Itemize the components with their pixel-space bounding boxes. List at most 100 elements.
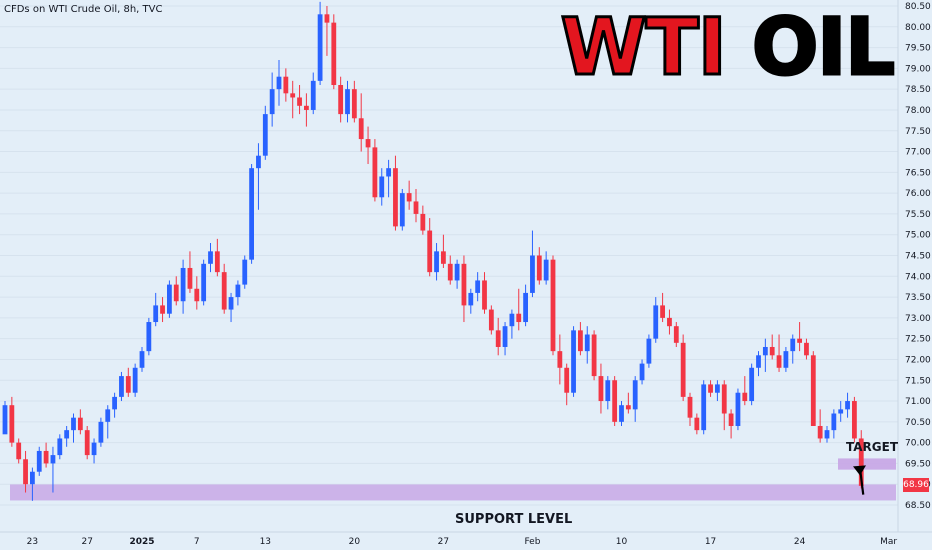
time-tick-label: 24 xyxy=(794,537,806,547)
candle-body xyxy=(160,305,165,314)
candle-body xyxy=(804,342,809,356)
candle-body xyxy=(591,334,597,377)
last-price-tag: 68.96 xyxy=(903,478,929,492)
candle-body xyxy=(578,330,583,352)
candle-body xyxy=(831,413,837,431)
candle-body xyxy=(845,401,850,410)
candle-body xyxy=(324,14,330,23)
candle-body xyxy=(180,267,186,302)
candle-body xyxy=(639,363,645,381)
candle-body xyxy=(119,376,124,397)
candle-body xyxy=(715,384,720,393)
price-tick-label: 80.50 xyxy=(905,2,931,12)
candle-body xyxy=(756,355,761,368)
candle-body xyxy=(557,351,563,368)
candle-body xyxy=(858,438,864,486)
candle-body xyxy=(399,193,405,227)
candle-body xyxy=(852,401,857,439)
candle-body xyxy=(16,442,22,460)
candle-body xyxy=(735,392,741,426)
candle-body xyxy=(249,168,254,260)
price-tick-label: 69.50 xyxy=(905,459,931,469)
candle-body xyxy=(304,105,309,110)
candle-body xyxy=(228,297,234,310)
price-tick-label: 76.00 xyxy=(905,189,931,199)
candle-body xyxy=(838,409,844,414)
candle-body xyxy=(112,396,117,410)
candle-body xyxy=(372,147,378,198)
time-tick-label: 23 xyxy=(27,537,38,547)
price-tick-label: 68.50 xyxy=(905,501,931,511)
grid xyxy=(0,0,932,533)
candle-body xyxy=(310,80,316,110)
candle-body xyxy=(351,89,357,119)
candle-body xyxy=(98,421,104,443)
price-tick-label: 77.00 xyxy=(905,148,931,158)
candle-body xyxy=(71,417,76,431)
candle-body xyxy=(105,409,111,422)
candle-body xyxy=(201,263,207,302)
candle-body xyxy=(571,330,576,393)
price-tick-label: 80.00 xyxy=(905,23,931,33)
candle-body xyxy=(769,346,775,356)
candle-body xyxy=(23,459,28,485)
candle-body xyxy=(482,280,487,310)
price-axis[interactable]: 68.5069.0069.5070.0070.5071.0071.5072.00… xyxy=(905,2,931,511)
time-tick-label: 10 xyxy=(616,537,628,547)
candle-body xyxy=(495,330,501,347)
price-tick-label: 71.50 xyxy=(905,376,931,386)
price-tick-label: 78.00 xyxy=(905,106,931,116)
candle-body xyxy=(146,322,152,352)
candle-body xyxy=(194,288,200,302)
candle-body xyxy=(406,193,412,202)
zones xyxy=(10,458,896,501)
candle-body xyxy=(393,168,398,227)
candle-body xyxy=(783,351,789,368)
candle-body xyxy=(742,392,748,402)
candle-body xyxy=(235,284,241,298)
candle-body xyxy=(91,442,97,456)
time-tick-label: 13 xyxy=(260,537,271,547)
candle-body xyxy=(297,97,302,106)
candle-body xyxy=(468,292,474,306)
candle-body xyxy=(379,176,385,198)
candle-body xyxy=(262,114,268,156)
candle-body xyxy=(680,342,686,397)
candle-body xyxy=(269,89,275,115)
candle-body xyxy=(687,396,693,418)
time-tick-label: 27 xyxy=(81,537,92,547)
candle-body xyxy=(317,14,323,81)
candle-body xyxy=(441,251,446,264)
candle-body xyxy=(605,380,611,402)
candle-body xyxy=(386,168,391,177)
candle-body xyxy=(30,471,35,485)
candle-body xyxy=(536,255,542,281)
candle-body xyxy=(721,384,727,414)
price-tick-label: 72.00 xyxy=(905,355,931,365)
price-tick-label: 74.00 xyxy=(905,272,931,282)
target-arrow xyxy=(853,465,866,495)
time-tick-label: 17 xyxy=(705,537,716,547)
price-tick-label: 71.00 xyxy=(905,397,931,407)
candle-body xyxy=(502,326,508,347)
candle-body xyxy=(167,284,172,314)
candle-body xyxy=(256,155,261,169)
candle-body xyxy=(653,305,659,339)
time-tick-label: 20 xyxy=(349,537,361,547)
candle-body xyxy=(84,430,90,456)
time-axis[interactable]: 23 27 2025 7 13 20 27 Feb 10 17 24 Mar xyxy=(27,537,898,547)
candle-body xyxy=(132,367,138,393)
candle-body xyxy=(694,417,700,431)
candle-body xyxy=(242,259,248,285)
price-tick-label: 73.00 xyxy=(905,314,931,324)
candle-body xyxy=(214,251,220,273)
candle-body xyxy=(9,405,15,443)
candle-body xyxy=(420,213,426,231)
candle-body xyxy=(762,346,768,356)
candle-body xyxy=(660,305,665,318)
candle-body xyxy=(221,272,227,310)
candle-body xyxy=(817,425,823,439)
price-tick-label: 75.50 xyxy=(905,210,931,220)
time-tick-label: Mar xyxy=(880,537,897,547)
candle-body xyxy=(208,251,213,264)
